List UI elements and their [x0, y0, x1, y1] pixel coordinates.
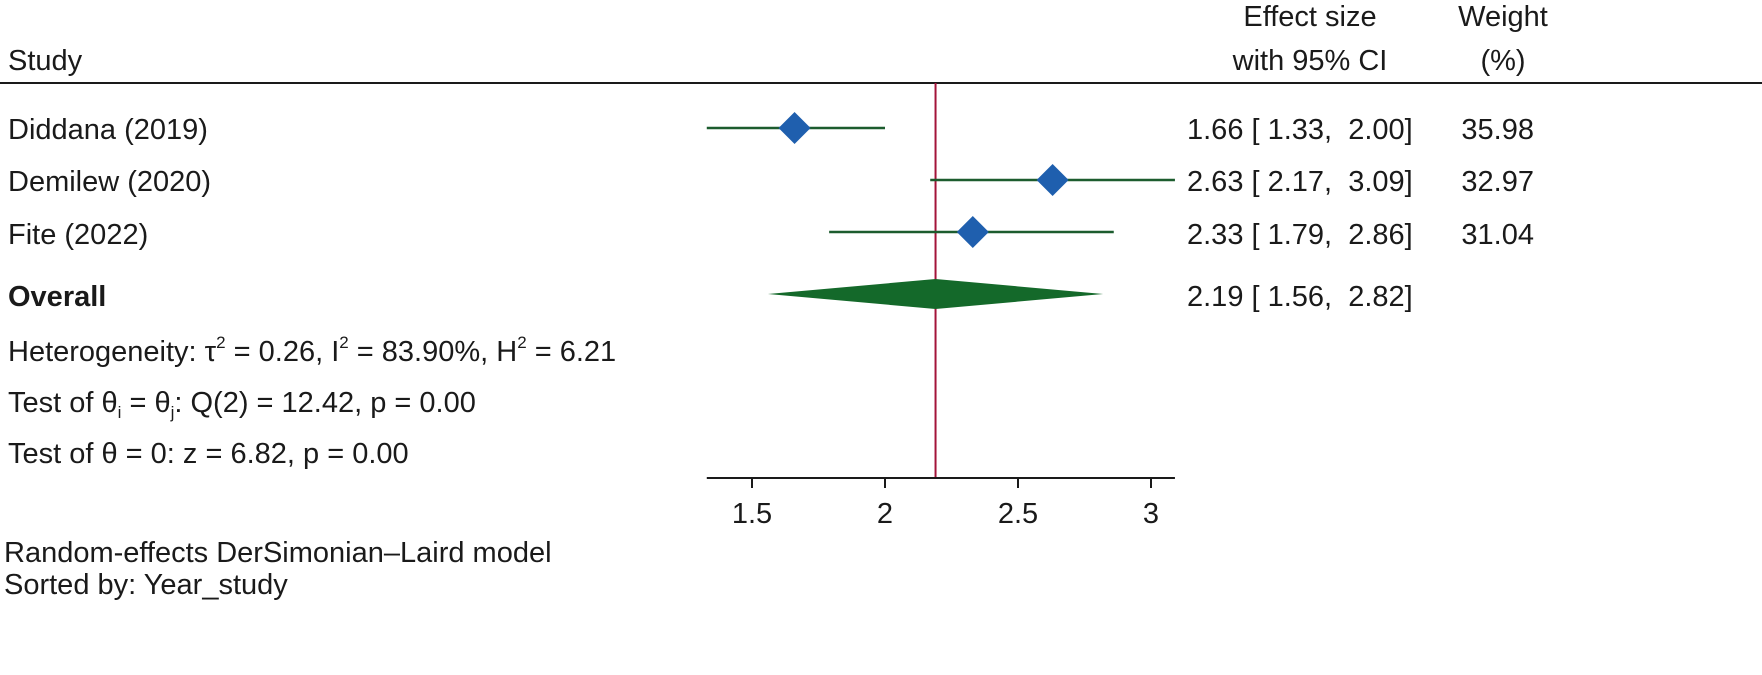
x-axis-tick-label: 3	[1143, 498, 1159, 530]
ci-layer	[706, 112, 1175, 309]
study-effect-ci: 2.63 [ 2.17, 3.09]	[1187, 166, 1413, 198]
study-name: Diddana (2019)	[8, 114, 208, 146]
study-effect-marker	[956, 216, 989, 248]
study-name: Fite (2022)	[8, 219, 148, 251]
header-weight-line2: (%)	[1480, 45, 1525, 77]
study-effect-ci: 1.66 [ 1.33, 2.00]	[1187, 114, 1413, 146]
study-effect-ci: 2.33 [ 1.79, 2.86]	[1187, 219, 1413, 251]
heterogeneity-stats: Heterogeneity: τ2 = 0.26, I2 = 83.90%, H…	[8, 333, 616, 368]
study-weight: 31.04	[1461, 219, 1534, 251]
test-zero-stats: Test of θ = 0: z = 6.82, p = 0.00	[8, 438, 409, 470]
x-axis: 1.5 2 2.5 3	[706, 477, 1175, 530]
study-weight: 32.97	[1461, 166, 1534, 198]
study-row-1: Demilew (2020) 2.63 [ 2.17, 3.09] 32.97	[8, 166, 1534, 198]
footnote-sort: Sorted by: Year_study	[4, 569, 288, 601]
overall-diamond	[767, 279, 1104, 309]
study-row-2: Fite (2022) 2.33 [ 1.79, 2.86] 31.04	[8, 219, 1534, 251]
study-weight: 35.98	[1461, 114, 1534, 146]
x-axis-tick-label: 2	[877, 498, 893, 530]
footnote-model: Random-effects DerSimonian–Laird model	[4, 537, 552, 569]
x-axis-tick-label: 1.5	[732, 498, 772, 530]
x-axis-tick-label: 2.5	[998, 498, 1038, 530]
header-effect-line2: with 95% CI	[1232, 45, 1388, 77]
study-effect-marker	[778, 112, 811, 144]
header-effect-line1: Effect size	[1243, 1, 1376, 33]
study-effect-marker	[1036, 164, 1069, 196]
study-name: Demilew (2020)	[8, 166, 211, 198]
overall-label: Overall	[8, 281, 106, 313]
test-equality-stats: Test of θi = θj: Q(2) = 12.42, p = 0.00	[8, 387, 476, 422]
header-study: Study	[8, 45, 83, 77]
header-weight-line1: Weight	[1458, 1, 1548, 33]
study-row-0: Diddana (2019) 1.66 [ 1.33, 2.00] 35.98	[8, 114, 1534, 146]
overall-effect-ci: 2.19 [ 1.56, 2.82]	[1187, 281, 1413, 313]
